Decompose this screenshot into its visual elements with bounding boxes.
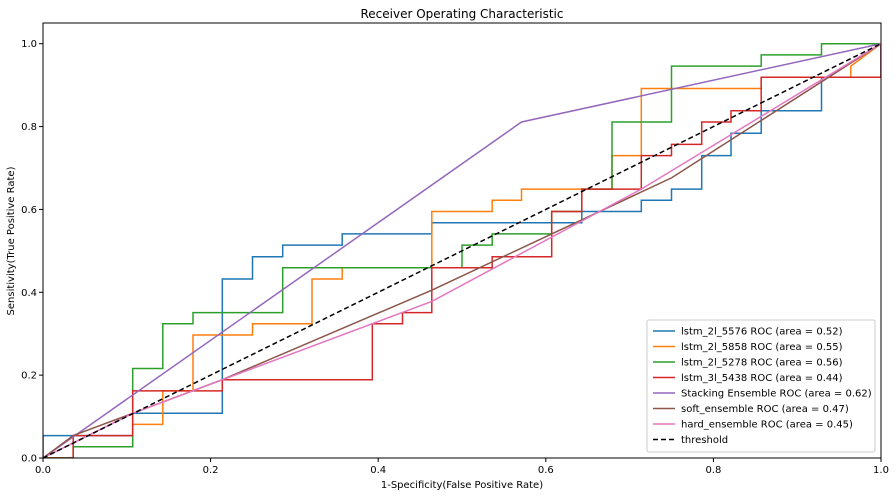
legend-label: Stacking Ensemble ROC (area = 0.62) (681, 389, 872, 400)
legend-label: lstm_2l_5858 ROC (area = 0.55) (681, 342, 843, 353)
legend-label: hard_ensemble ROC (area = 0.45) (681, 420, 853, 431)
series-line-0 (43, 43, 881, 458)
x-tick-label: 0.6 (538, 465, 554, 476)
series-line-5 (43, 43, 881, 458)
legend-label: lstm_2l_5278 ROC (area = 0.56) (681, 358, 843, 369)
axes: 0.0 0.2 0.4 0.6 0.8 1.0 0.0 0.2 0.4 0.6 0.8 1.0 (21, 22, 889, 476)
legend: lstm_2l_5576 ROC (area = 0.52) lstm_2l_58… (646, 319, 876, 453)
legend-label: lstm_3l_5438 ROC (area = 0.44) (681, 373, 843, 384)
y-tick-label: 0.2 (21, 371, 37, 382)
x-axis-label: 1-Specificity(False Positive Rate) (381, 480, 543, 491)
series-line-7 (43, 43, 881, 458)
y-axis-label: Sensitivity(True Positive Rate) (6, 166, 17, 315)
x-tick-label: 0.0 (35, 465, 51, 476)
x-tick-label: 0.4 (370, 465, 386, 476)
y-tick-label: 0.4 (21, 288, 37, 299)
y-tick-label: 1.0 (21, 39, 37, 50)
legend-label: lstm_2l_5576 ROC (area = 0.52) (681, 327, 843, 338)
plot-frame (42, 22, 882, 459)
series-line-2 (43, 42, 881, 458)
legend-box (646, 319, 876, 453)
plot-area (43, 42, 881, 458)
y-tick-label: 0.6 (21, 205, 37, 216)
x-tick-label: 0.8 (705, 465, 721, 476)
legend-label: threshold (681, 435, 728, 446)
y-tick-label: 0.0 (21, 454, 37, 465)
x-tick-label: 0.2 (203, 465, 219, 476)
series-line-4 (43, 42, 881, 458)
x-tick-label: 1.0 (873, 465, 889, 476)
y-tick-label: 0.8 (21, 122, 37, 133)
legend-label: soft_ensemble ROC (area = 0.47) (681, 404, 849, 415)
chart-title: Receiver Operating Characteristic (360, 7, 563, 21)
